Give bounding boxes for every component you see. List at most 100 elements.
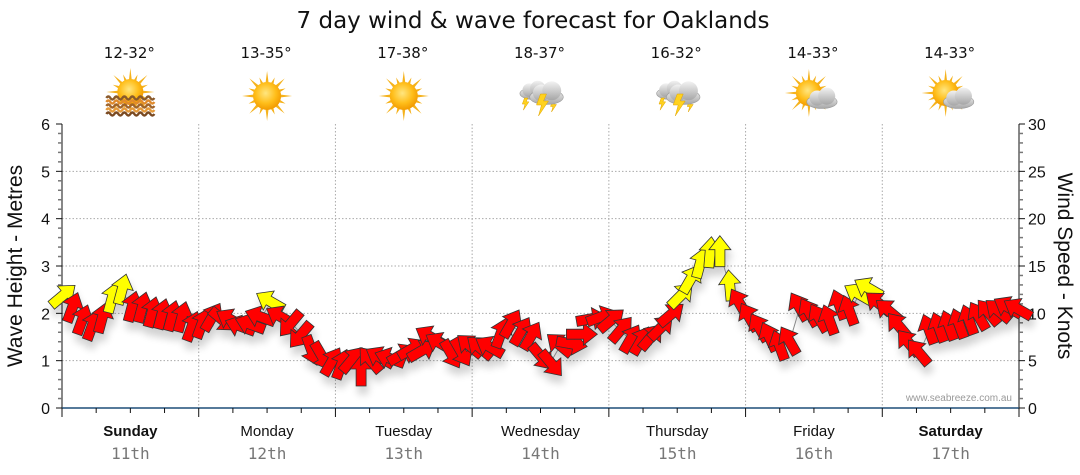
axes: 0 1 2 3 4 5 6 0 5 10 15 20 25 30 [41,117,1046,418]
sun-ray [921,91,935,95]
cloud-shape [806,87,838,109]
sun-disc [253,82,282,110]
y-axis-right-tick-label: 5 [1028,354,1037,371]
day-date-label: 17th [931,444,970,463]
wind-arrow [405,339,437,364]
cloud-shape [666,81,701,105]
haze-wave [105,107,156,113]
wind-arrow [837,294,860,327]
y-axis-left-tick-label: 6 [41,117,50,134]
sun-ray [402,107,406,121]
credit-text: www.seabreeze.com.au [905,393,1012,404]
sun-ray [928,76,940,87]
sun-ray [807,103,811,117]
sun-ray [928,99,940,110]
sun-ray [807,69,811,83]
day-name-label: Friday [793,423,835,440]
sun-icon [378,71,429,121]
sun-ray [128,68,132,82]
y-axis-left-tick-label: 0 [41,401,50,418]
chart-title: 7 day wind & wave forecast for Oaklands [297,8,770,34]
partly-cloudy-icon [784,69,838,117]
sun-ray [402,71,406,85]
sun-disc [389,82,418,110]
wind-arrow [518,321,543,353]
sun-ray [278,94,293,98]
wind-arrow [537,348,562,377]
y-axis-left-title: Wave Height - Metres [4,165,27,367]
wind-arrow [475,335,506,360]
sun-ray [415,94,429,98]
sun-ray [784,91,799,95]
wind-arrow [708,235,732,268]
haze-wave [105,95,156,101]
wind-arrow [655,303,684,329]
sun-ray [242,94,256,98]
day-date-label: 14th [521,444,560,463]
y-axis-left-tick-label: 2 [41,306,50,323]
partly-cloudy-icon [921,69,975,117]
day-name-label: Sunday [103,423,158,440]
sun-ray [791,76,803,87]
sun-ray [106,90,120,94]
sun-icon [242,71,293,121]
haze-wave [105,99,156,105]
sun-ray [378,94,392,98]
sun-haze-icon [105,68,156,117]
thunderstorm-icon [519,80,564,117]
sun-ray [265,107,269,121]
sun-ray [944,103,948,117]
wind-arrow [907,339,933,368]
day-temp-label: 18-37° [514,44,565,62]
lightning-bolt [536,93,549,117]
wind-arrows [47,235,1035,387]
y-axis-left-tick-label: 4 [41,212,50,229]
day-temp-label: 13-35° [241,44,292,62]
day-date-label: 16th [795,444,834,463]
sun-ray [944,69,948,83]
day-temp-label: 16-32° [651,44,702,62]
day-name-label: Thursday [646,423,709,440]
cloud-shape [943,87,975,109]
day-name-label: Saturday [919,423,984,440]
y-axis-left-tick-label: 3 [41,259,50,276]
weather-icons: 12-32° 13-35° 17-38° 18-37° 16-32° 14-33° 14-3… [104,44,975,121]
day-temp-label: 17-38° [377,44,428,62]
day-temp-label: 12-32° [104,44,155,62]
y-axis-right-tick-label: 0 [1028,401,1037,418]
day-date-label: 13th [385,444,424,463]
haze-wave [105,111,156,117]
wind-arrow [1003,297,1035,322]
day-temp-label: 14-33° [787,44,838,62]
y-axis-right-tick-label: 20 [1028,212,1046,229]
lightning-bolt [672,93,686,117]
thunderstorm-icon [656,80,701,117]
sun-ray [815,76,826,87]
y-axis-left-tick-label: 5 [41,164,50,181]
haze-wave [105,103,156,109]
lightning-bolt [521,97,530,111]
y-axis-right-tick-label: 10 [1028,306,1046,323]
y-axis-right-tick-label: 30 [1028,117,1046,134]
y-axis-right-tick-label: 15 [1028,259,1046,276]
day-date-label: 15th [658,444,697,463]
day-labels: Sunday 11th Monday 12th Tuesday 13th Wednesday… [103,423,983,463]
y-axis-right-title: Wind Speed - Knots [1053,173,1076,360]
sun-ray [136,75,148,86]
day-date-label: 12th [248,444,287,463]
day-date-label: 11th [111,444,150,463]
sun-ray [791,99,803,110]
day-name-label: Monday [240,423,294,440]
day-name-label: Tuesday [375,423,432,440]
y-axis-left-tick-label: 1 [41,354,50,371]
day-name-label: Wednesday [501,423,580,440]
sun-ray [113,75,124,86]
lightning-bolt [658,97,667,111]
wind-arrow [778,326,802,357]
day-temp-label: 14-33° [924,44,975,62]
sun-ray [952,76,963,87]
y-axis-right-tick-label: 25 [1028,164,1046,181]
sun-ray [265,71,269,85]
wind-arrow [111,273,134,306]
